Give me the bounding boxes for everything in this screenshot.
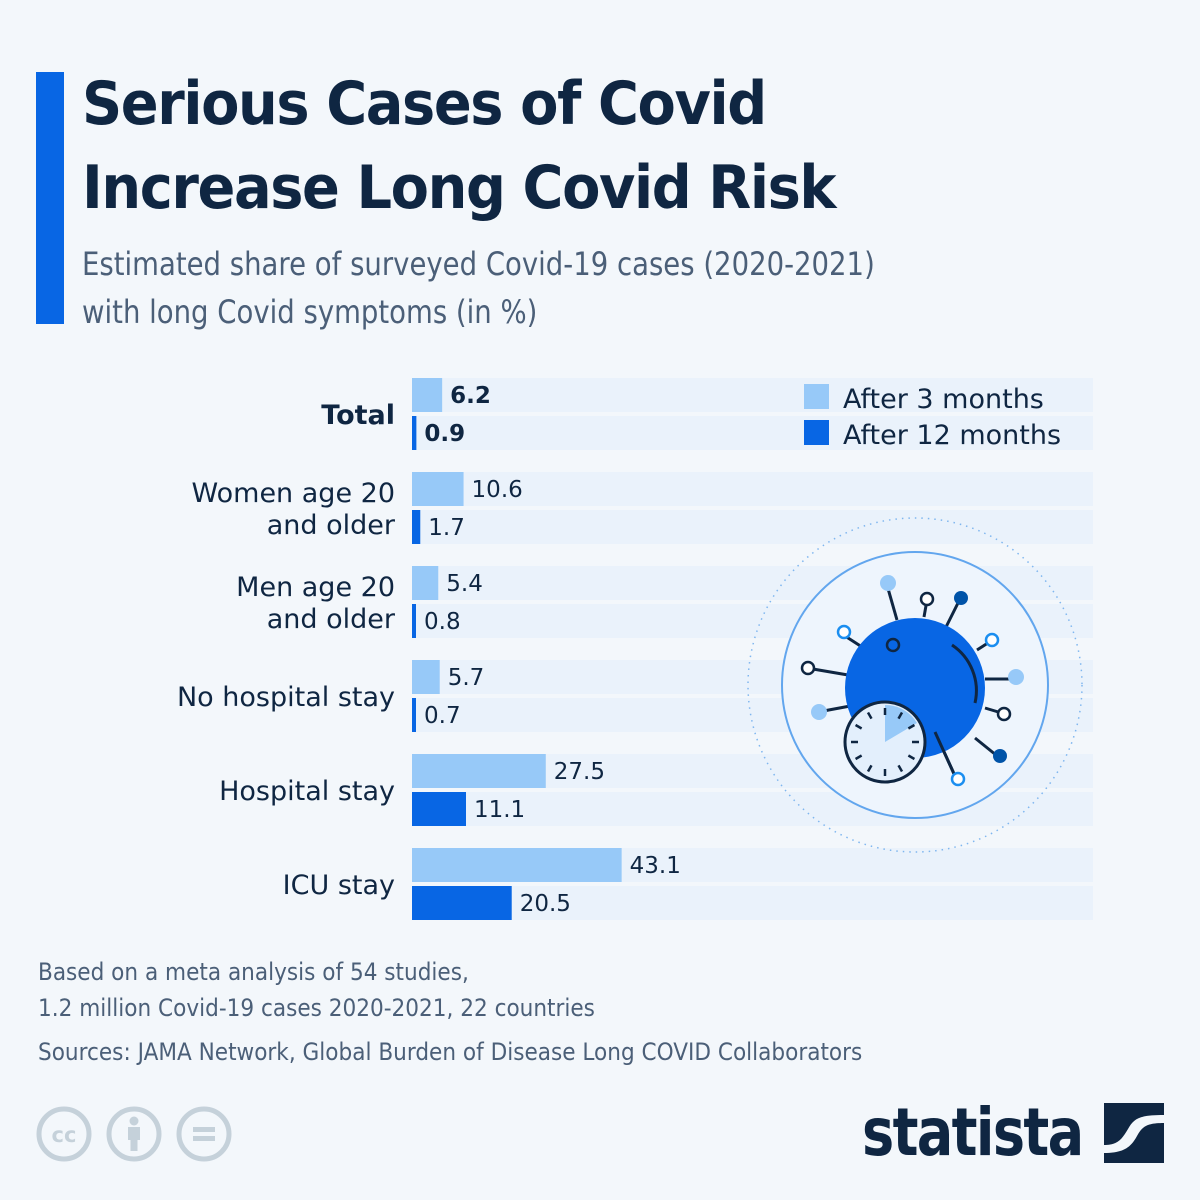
- bar-after-3-months: [412, 566, 439, 600]
- creative-commons-icon[interactable]: cc: [36, 1106, 92, 1162]
- clock-tick: [866, 711, 873, 720]
- virus-clock-illustration: [747, 517, 1083, 853]
- bar-after-12-months: [412, 510, 421, 544]
- clock-tick: [854, 754, 863, 761]
- clock-tick: [907, 723, 916, 730]
- bars: [412, 378, 622, 920]
- virus-spike-tips: [800, 575, 1024, 787]
- bar-after-3-months: [412, 472, 464, 506]
- data-label: 11.1: [474, 797, 525, 823]
- title-accent-bar: [36, 72, 64, 324]
- clock-tick: [866, 764, 873, 773]
- bar-after-3-months: [412, 378, 443, 412]
- license-icons: cc: [36, 1106, 232, 1162]
- bar-after-3-months: [412, 660, 440, 694]
- category-label: Women age 20: [192, 478, 395, 509]
- attribution-icon[interactable]: [106, 1106, 162, 1162]
- legend-label-after-3-months: After 3 months: [843, 384, 1044, 415]
- data-label: 0.7: [424, 703, 461, 729]
- page-title: Serious Cases of Covid Increase Long Cov…: [82, 62, 1105, 230]
- bar-after-12-months: [412, 416, 417, 450]
- bar-track: [412, 472, 1093, 506]
- data-label: 5.7: [448, 665, 485, 691]
- category-label: and older: [267, 604, 396, 635]
- outer-dotted-ring: [747, 517, 1083, 853]
- virus-highlight-arc: [951, 643, 978, 704]
- bar-after-12-months: [412, 886, 512, 920]
- clock-tick: [897, 711, 904, 720]
- bar-after-12-months: [412, 604, 416, 638]
- bar-track: [412, 416, 1093, 450]
- virus-spot: [885, 637, 901, 653]
- data-label: 20.5: [520, 891, 571, 917]
- clock-tick: [897, 764, 904, 773]
- data-label: 1.7: [428, 515, 465, 541]
- clock-tick: [907, 754, 916, 761]
- bar-after-3-months: [412, 848, 622, 882]
- data-label: 5.4: [446, 571, 483, 597]
- category-label: ICU stay: [283, 870, 395, 901]
- footnote-line-1: Based on a meta analysis of 54 studies,: [38, 958, 469, 986]
- legend-swatch-after-3-months: [804, 384, 829, 409]
- subtitle-line-2: with long Covid symptoms (in %): [82, 293, 538, 331]
- subtitle-line-1: Estimated share of surveyed Covid-19 cas…: [82, 245, 875, 283]
- sources-note: Sources: JAMA Network, Global Burden of …: [38, 1038, 863, 1066]
- category-label: No hospital stay: [177, 682, 395, 713]
- legend-swatch-after-12-months: [804, 420, 829, 445]
- bar-after-12-months: [412, 792, 466, 826]
- data-label: 6.2: [450, 383, 491, 409]
- bar-after-3-months: [412, 754, 546, 788]
- category-label: Total: [321, 400, 395, 431]
- bar-track: [412, 886, 1093, 920]
- data-label: 43.1: [630, 853, 681, 879]
- clock-tick: [854, 723, 863, 730]
- svg-text:cc: cc: [52, 1123, 77, 1147]
- bar-track: [412, 378, 1093, 412]
- legend-label-after-12-months: After 12 months: [843, 420, 1061, 451]
- data-label: 0.9: [424, 421, 465, 447]
- title-line-2: Increase Long Covid Risk: [82, 153, 837, 223]
- clock-icon: [843, 700, 927, 784]
- statista-logo-mark-icon: [1104, 1103, 1164, 1163]
- bar-track: [412, 510, 1093, 544]
- data-label: 10.6: [472, 477, 523, 503]
- title-line-1: Serious Cases of Covid: [82, 69, 767, 139]
- legend: After 3 months After 12 months: [804, 384, 1061, 451]
- category-label: Hospital stay: [219, 776, 395, 807]
- footnote-line-2: 1.2 million Covid-19 cases 2020-2021, 22…: [38, 994, 595, 1022]
- category-label: Men age 20: [236, 572, 395, 603]
- data-label: 0.8: [424, 609, 461, 635]
- category-label: and older: [267, 510, 396, 541]
- statista-logo-text: statista: [862, 1094, 1084, 1171]
- no-derivatives-icon[interactable]: [176, 1106, 232, 1162]
- page-subtitle: Estimated share of surveyed Covid-19 cas…: [82, 240, 1071, 336]
- statista-logo[interactable]: statista: [862, 1100, 1164, 1166]
- data-label: 27.5: [554, 759, 605, 785]
- bar-after-12-months: [412, 698, 416, 732]
